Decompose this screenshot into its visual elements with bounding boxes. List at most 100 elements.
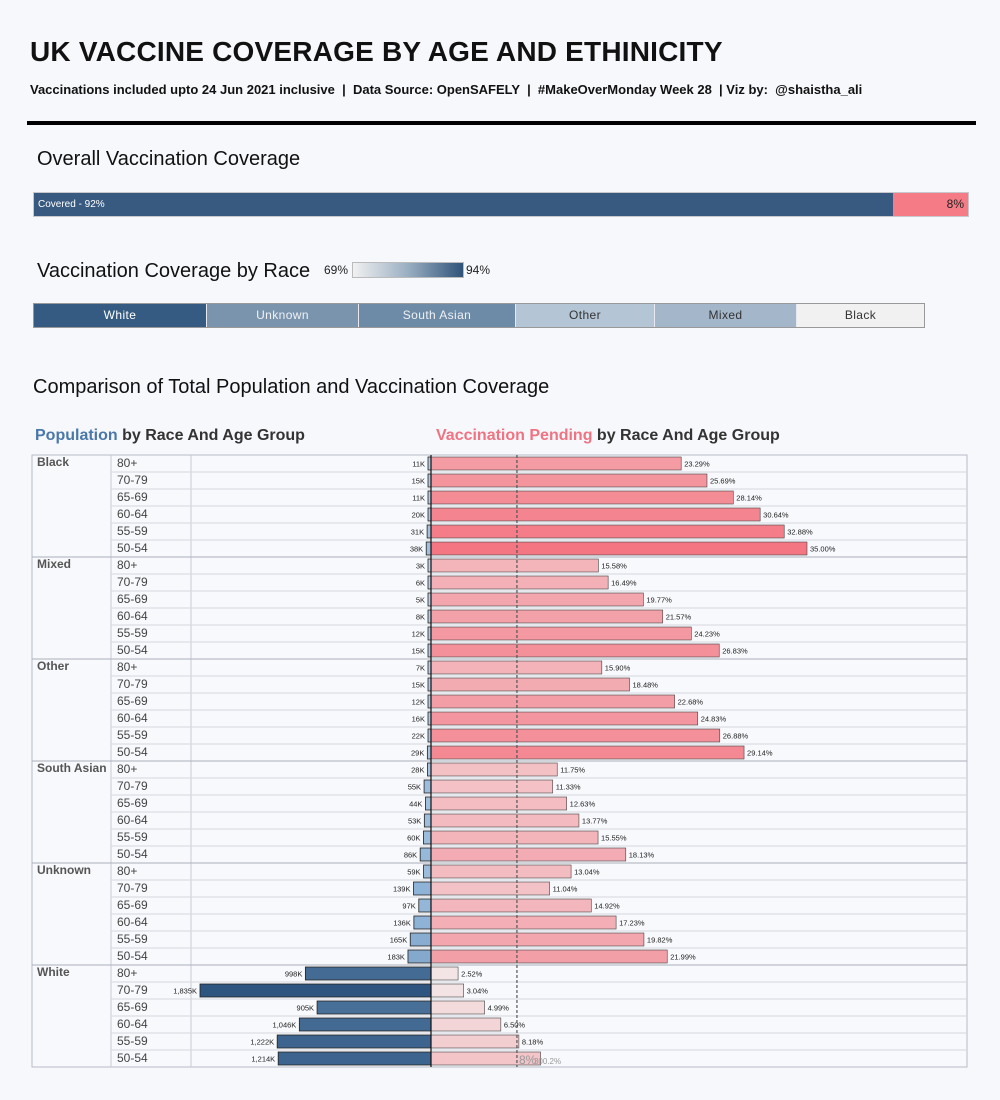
population-panel-title: Population by Race And Age Group: [35, 427, 305, 445]
age-group-label: 50-54: [117, 949, 148, 963]
race-cell-south-asian[interactable]: South Asian: [359, 304, 516, 327]
pending-bar: [430, 762, 558, 777]
population-value-label: 38K: [410, 545, 423, 554]
age-group-label: 70-79: [117, 779, 148, 793]
pending-bar: [430, 524, 785, 539]
pending-value-label: 30.64%: [763, 511, 789, 520]
population-value-label: 6K: [416, 579, 425, 588]
pending-value-label: 32.88%: [787, 528, 813, 537]
race-label: Mixed: [37, 557, 71, 571]
population-value-label: 905K: [297, 1004, 315, 1013]
population-bar: [276, 1034, 432, 1049]
pending-bar: [430, 915, 617, 930]
race-cell-white[interactable]: White: [34, 304, 207, 327]
page-subtitle: Vaccinations included upto 24 Jun 2021 i…: [30, 82, 863, 97]
pending-value-label: 8.18%: [522, 1038, 544, 1047]
population-bar: [413, 881, 432, 896]
population-value-label: 11K: [412, 460, 425, 469]
pending-bar: [430, 864, 572, 879]
pending-value-label: 2.52%: [461, 970, 483, 979]
comparison-title: Comparison of Total Population and Vacci…: [33, 376, 550, 398]
overall-coverage-title: Overall Vaccination Coverage: [37, 148, 301, 170]
pending-value-label: 15.58%: [601, 562, 627, 571]
pending-value-label: 24.23%: [694, 630, 720, 639]
pending-bar: [430, 813, 580, 828]
color-legend-gradient: [352, 262, 464, 278]
age-group-label: 70-79: [117, 473, 148, 487]
pending-bar: [430, 677, 630, 692]
population-value-label: 5K: [416, 596, 425, 605]
page-title: UK VACCINE COVERAGE BY AGE AND ETHINICIT…: [30, 36, 723, 67]
age-group-label: 50-54: [117, 847, 148, 861]
pending-value-label: 26.83%: [722, 647, 748, 656]
race-cell-black[interactable]: Black: [797, 304, 924, 327]
population-value-label: 20K: [412, 511, 425, 520]
age-group-label: 55-59: [117, 728, 148, 742]
race-cell-other[interactable]: Other: [516, 304, 655, 327]
population-bar: [413, 915, 432, 930]
pending-bar: [430, 456, 682, 471]
population-bar: [423, 864, 432, 879]
race-label: South Asian: [37, 761, 107, 775]
pending-segment[interactable]: 8%: [893, 193, 968, 216]
legend-max-label: 94%: [466, 263, 491, 277]
race-cell-mixed[interactable]: Mixed: [655, 304, 797, 327]
pending-value-label: 14.92%: [594, 902, 620, 911]
population-bar: [425, 796, 432, 811]
population-value-label: 22K: [412, 732, 425, 741]
age-group-label: 60-64: [117, 507, 148, 521]
population-value-label: 15K: [412, 681, 425, 690]
pending-bar: [430, 728, 721, 743]
age-group-label: 65-69: [117, 592, 148, 606]
pending-bar: [430, 558, 599, 573]
pending-value-label: 15.55%: [601, 834, 627, 843]
race-cell-unknown[interactable]: Unknown: [207, 304, 359, 327]
age-group-label: 70-79: [117, 881, 148, 895]
population-bar: [423, 779, 432, 794]
population-value-label: 12K: [412, 698, 425, 707]
pending-bar: [430, 966, 459, 981]
pending-value-label: 3.04%: [467, 987, 489, 996]
pending-bar: [430, 711, 699, 726]
pending-bar: [430, 949, 668, 964]
population-value-label: 1,214K: [251, 1055, 275, 1064]
reference-line-extra-label: 300.2%: [534, 1057, 561, 1066]
age-group-label: 70-79: [117, 983, 148, 997]
age-group-label: 50-54: [117, 541, 148, 555]
race-label: Black: [37, 455, 69, 469]
population-bar: [419, 847, 432, 862]
pending-bar: [430, 1017, 502, 1032]
population-bar: [304, 966, 432, 981]
age-group-label: 65-69: [117, 1000, 148, 1014]
pending-bar: [430, 490, 734, 505]
pending-bar: [430, 847, 627, 862]
population-title-rest: by Race And Age Group: [117, 427, 305, 444]
age-group-label: 60-64: [117, 711, 148, 725]
pending-value-label: 11.75%: [560, 766, 585, 775]
population-bar: [418, 898, 432, 913]
overall-coverage-bar[interactable]: Covered - 92% 8%: [33, 192, 969, 217]
legend-min-label: 69%: [324, 263, 349, 277]
age-group-label: 70-79: [117, 575, 148, 589]
population-bar: [316, 1000, 432, 1015]
race-label: White: [37, 965, 70, 979]
pending-value-label: 22.68%: [678, 698, 704, 707]
age-group-label: 70-79: [117, 677, 148, 691]
population-bar: [277, 1051, 432, 1066]
age-group-label: 50-54: [117, 643, 148, 657]
pending-bar: [430, 575, 609, 590]
population-value-label: 55K: [408, 783, 421, 792]
pending-value-label: 23.29%: [684, 460, 710, 469]
population-value-label: 139K: [393, 885, 411, 894]
pending-value-label: 18.48%: [633, 681, 659, 690]
age-group-label: 80+: [117, 864, 137, 878]
pending-panel-title: Vaccination Pending by Race And Age Grou…: [436, 427, 780, 445]
pending-value-label: 11.33%: [556, 783, 581, 792]
covered-segment[interactable]: Covered - 92%: [34, 193, 894, 216]
population-bar: [409, 932, 432, 947]
population-value-label: 59K: [407, 868, 420, 877]
pending-highlight: Vaccination Pending: [436, 427, 593, 444]
age-group-label: 55-59: [117, 524, 148, 538]
age-group-label: 60-64: [117, 609, 148, 623]
population-value-label: 11K: [412, 494, 425, 503]
